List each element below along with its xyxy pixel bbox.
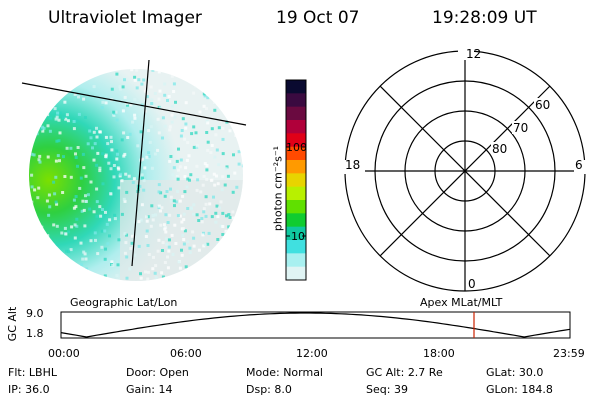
timeline-plot	[60, 311, 571, 339]
color-bar	[285, 79, 307, 281]
timeline-right-title: Apex MLat/MLT	[420, 296, 503, 309]
polar-lat-80: 80	[492, 142, 507, 156]
color-bar-band	[286, 200, 306, 214]
color-bar-band	[286, 80, 306, 94]
color-bar-bands	[286, 80, 306, 281]
color-bar-band	[286, 160, 306, 174]
polar-hour-top: 12	[466, 48, 481, 61]
info-mode: Mode: Normal	[246, 366, 323, 379]
color-bar-band	[286, 186, 306, 201]
timeline-x-tick-1: 06:00	[170, 347, 202, 360]
timeline-y-tick-bottom: 1.8	[26, 327, 44, 340]
color-bar-band	[286, 213, 306, 228]
info-ip: IP: 36.0	[8, 383, 50, 396]
altitude-curve	[60, 312, 571, 338]
timeline-x-tick-4: 23:59	[553, 347, 585, 360]
info-door: Door: Open	[126, 366, 189, 379]
geo-meridian-line	[131, 59, 150, 267]
timeline-y-tick-top: 9.0	[26, 307, 44, 320]
timeline-x-tick-3: 18:00	[423, 347, 455, 360]
colorbar-tick-100: 100	[286, 141, 307, 154]
time-label: 19:28:09 UT	[432, 8, 537, 28]
color-bar-band	[286, 93, 306, 108]
timeline-left-title: Geographic Lat/Lon	[70, 296, 178, 309]
timeline-x-tick-2: 12:00	[296, 347, 328, 360]
info-dsp: Dsp: 8.0	[246, 383, 292, 396]
polar-plot: 12 18 6 0 60 70 80	[343, 48, 588, 292]
color-bar-band	[286, 253, 306, 268]
date-label: 19 Oct 07	[276, 8, 360, 28]
info-glat: GLat: 30.0	[486, 366, 544, 379]
polar-hour-bottom: 0	[468, 277, 476, 291]
timeline-y-axis-label: GC Alt	[6, 306, 19, 342]
earth-disk	[29, 69, 243, 281]
color-bar-band	[286, 120, 306, 134]
color-bar-band	[286, 146, 306, 161]
colorbar-unit-label: photon cm⁻²s⁻¹	[271, 145, 285, 232]
polar-hour-right: 6	[575, 158, 583, 172]
colorbar-tick-10: 10	[291, 230, 305, 243]
color-bar-band	[286, 133, 306, 148]
info-glon: GLon: 184.8	[486, 383, 553, 396]
info-gc-alt: GC Alt: 2.7 Re	[366, 366, 443, 379]
color-bar-band	[286, 226, 306, 241]
color-bar-band	[286, 173, 306, 188]
info-gain: Gain: 14	[126, 383, 173, 396]
polar-lat-70: 70	[513, 121, 528, 135]
timeline-x-tick-0: 00:00	[48, 347, 80, 360]
instrument-title: Ultraviolet Imager	[48, 8, 202, 28]
geo-latitude-line	[21, 82, 247, 126]
polar-hour-left: 18	[345, 158, 360, 172]
info-flt: Flt: LBHL	[8, 366, 57, 379]
color-bar-band	[286, 266, 306, 281]
polar-lat-60: 60	[535, 98, 550, 112]
color-bar-band	[286, 106, 306, 121]
info-seq: Seq: 39	[366, 383, 408, 396]
color-bar-band	[286, 240, 306, 254]
